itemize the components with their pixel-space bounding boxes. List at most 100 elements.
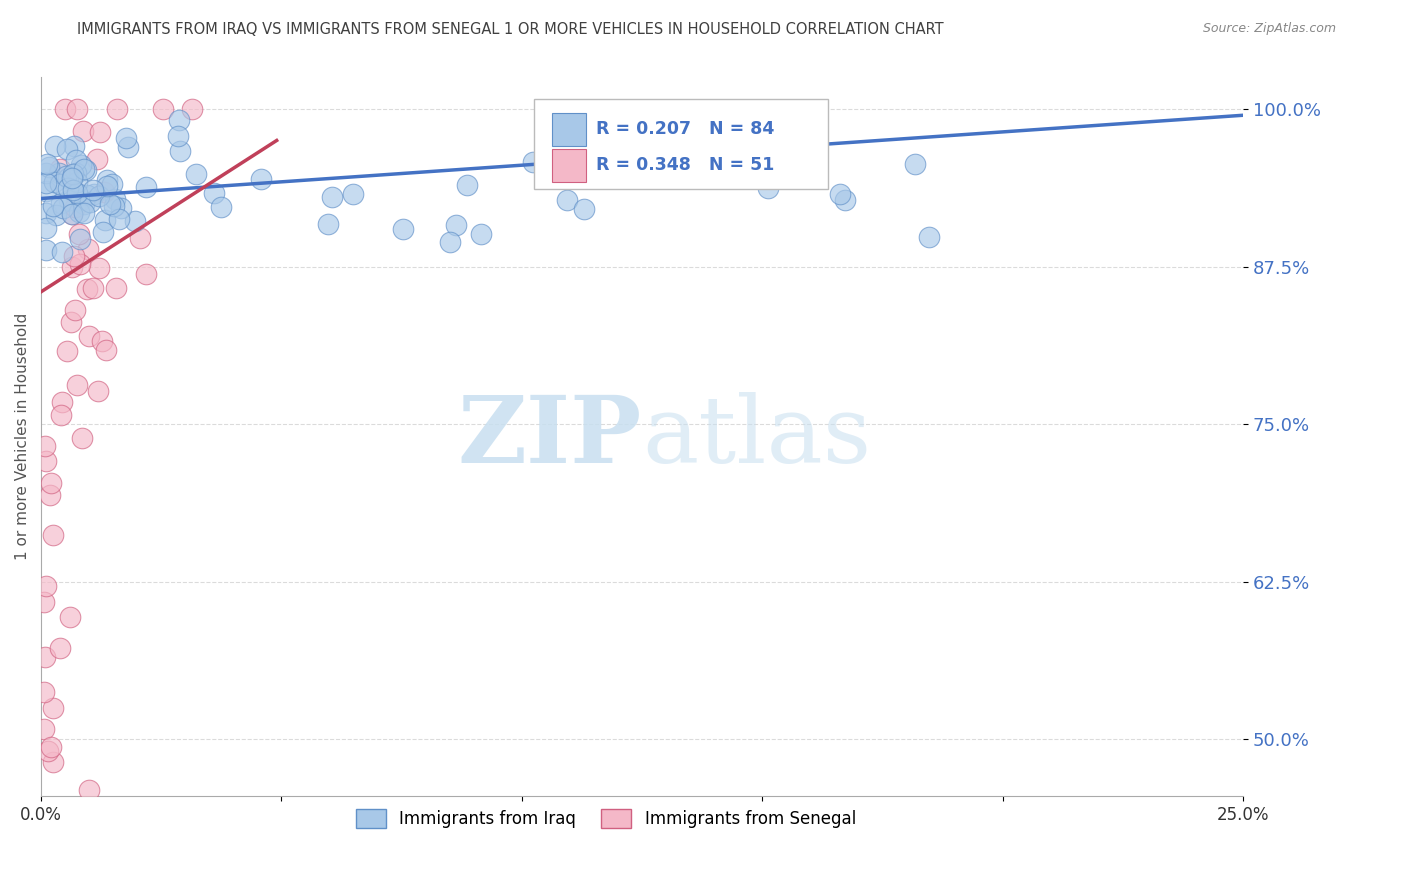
Point	[35, 176, 58, 190]
Point	[49, 196, 72, 211]
Point	[316, 217, 339, 231]
Point	[135, 267, 157, 281]
Point	[169, 113, 191, 128]
Point	[470, 227, 492, 241]
Point	[128, 231, 150, 245]
Point	[756, 181, 779, 195]
Point	[56, 181, 79, 195]
Point	[70, 158, 93, 172]
Point	[180, 102, 202, 116]
Point	[66, 102, 89, 116]
Point	[444, 218, 467, 232]
Point	[834, 193, 856, 207]
Point	[63, 200, 86, 214]
Text: atlas: atlas	[643, 392, 872, 482]
Point	[66, 378, 89, 392]
Point	[918, 230, 941, 244]
Point	[65, 165, 87, 179]
Point	[342, 186, 364, 201]
Point	[58, 193, 80, 207]
Point	[44, 175, 66, 189]
Point	[35, 453, 58, 467]
Y-axis label: 1 or more Vehicles in Household: 1 or more Vehicles in Household	[15, 313, 30, 560]
Point	[34, 439, 56, 453]
Point	[53, 102, 76, 116]
Point	[86, 153, 108, 167]
Point	[209, 200, 232, 214]
Point	[98, 197, 121, 211]
Point	[63, 139, 86, 153]
Point	[79, 195, 101, 210]
Point	[202, 186, 225, 201]
Point	[94, 213, 117, 227]
Point	[35, 166, 58, 180]
Point	[79, 782, 101, 797]
Point	[60, 171, 83, 186]
Point	[70, 193, 93, 207]
Point	[780, 118, 803, 132]
Point	[555, 193, 578, 207]
Point	[48, 178, 70, 192]
Point	[93, 186, 115, 200]
Point	[37, 744, 59, 758]
Point	[49, 408, 72, 422]
Point	[35, 206, 58, 220]
Point	[72, 124, 94, 138]
Point	[56, 171, 79, 186]
Point	[35, 184, 58, 198]
Point	[96, 179, 118, 194]
Point	[117, 140, 139, 154]
Point	[456, 178, 478, 192]
Point	[73, 206, 96, 220]
Point	[101, 177, 124, 191]
Point	[96, 343, 118, 357]
Point	[184, 167, 207, 181]
Point	[51, 244, 73, 259]
Point	[67, 204, 90, 219]
Point	[83, 186, 105, 201]
Point	[69, 257, 91, 271]
Point	[34, 650, 56, 665]
Point	[77, 242, 100, 256]
Bar	[553, 113, 585, 145]
Point	[392, 222, 415, 236]
Point	[45, 208, 67, 222]
Point	[48, 640, 70, 655]
Point	[103, 199, 125, 213]
Point	[52, 202, 75, 216]
Point	[56, 142, 79, 156]
Point	[904, 157, 927, 171]
Text: R = 0.348   N = 51: R = 0.348 N = 51	[596, 156, 775, 174]
Point	[110, 201, 132, 215]
Point	[166, 129, 188, 144]
Point	[73, 197, 96, 211]
Point	[546, 142, 568, 156]
Point	[104, 193, 127, 207]
Point	[105, 102, 128, 116]
Point	[35, 244, 58, 258]
Point	[56, 344, 79, 359]
Point	[41, 755, 63, 769]
Point	[35, 579, 58, 593]
Point	[62, 167, 84, 181]
Point	[91, 225, 114, 239]
Point	[35, 221, 58, 235]
Point	[60, 207, 83, 221]
Point	[39, 739, 62, 754]
Point	[62, 182, 84, 196]
Point	[35, 157, 58, 171]
Point	[96, 173, 118, 187]
Point	[65, 153, 87, 168]
Point	[250, 172, 273, 186]
Point	[79, 328, 101, 343]
Point	[44, 138, 66, 153]
Point	[42, 701, 65, 715]
Text: IMMIGRANTS FROM IRAQ VS IMMIGRANTS FROM SENEGAL 1 OR MORE VEHICLES IN HOUSEHOLD : IMMIGRANTS FROM IRAQ VS IMMIGRANTS FROM …	[77, 22, 943, 37]
Point	[72, 431, 94, 445]
Point	[76, 282, 98, 296]
Point	[152, 102, 174, 116]
Point	[830, 187, 852, 202]
Point	[41, 528, 63, 542]
Point	[63, 249, 86, 263]
Point	[65, 186, 87, 200]
